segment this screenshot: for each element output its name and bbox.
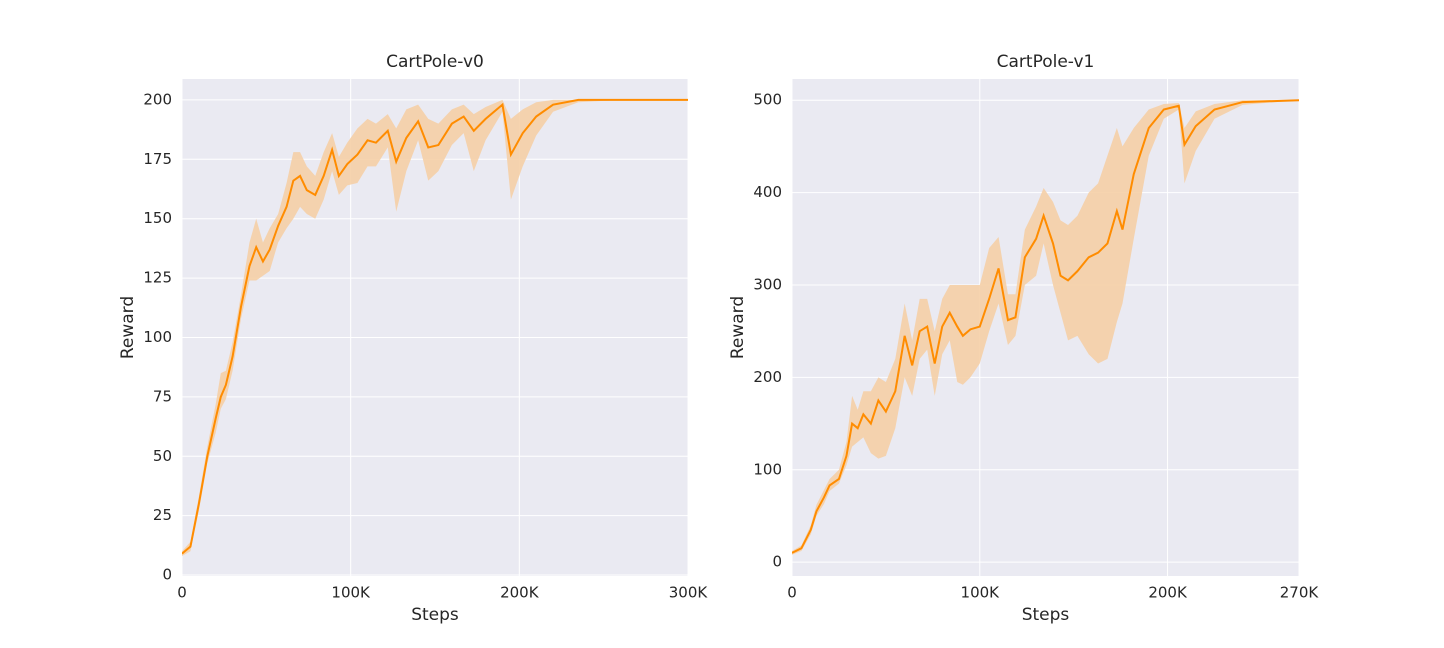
x-axis-label: Steps: [1022, 605, 1070, 625]
chart-title: CartPole-v1: [997, 52, 1095, 72]
y-tick-label: 400: [753, 183, 782, 201]
x-tick-label: 270K: [1280, 584, 1320, 602]
mean-line: [792, 99, 1299, 554]
chart-title: CartPole-v0: [386, 52, 484, 72]
y-tick-label: 175: [143, 150, 172, 168]
confidence-band: [792, 100, 1299, 555]
subplot: 0 100 200 300 400 500 0 100K 200K 270K CartPole-v1…: [728, 52, 1319, 625]
y-tick-label: 200: [753, 368, 782, 386]
confidence-band: [182, 99, 688, 557]
x-tick-label: 200K: [1148, 584, 1188, 602]
plot-area: [792, 79, 1299, 576]
y-tick-label: 25: [153, 506, 172, 524]
mean-line: [182, 98, 688, 555]
x-tick-label: 200K: [500, 584, 540, 602]
y-tick-label: 0: [162, 566, 172, 584]
y-tick-label: 500: [753, 91, 782, 109]
subplot: 0 25 50 75 100 125 150 175 200 0 100K 200K 300K CartP…: [118, 52, 708, 625]
x-tick-label: 0: [787, 584, 797, 602]
x-tick-label: 100K: [961, 584, 1001, 602]
y-tick-label: 125: [143, 269, 172, 287]
x-axis-label: Steps: [411, 605, 459, 625]
y-tick-label: 0: [772, 553, 782, 571]
y-tick-label: 50: [153, 447, 172, 465]
plot-marks: [792, 99, 1299, 555]
y-axis-label: Reward: [118, 296, 138, 359]
y-tick-label: 100: [143, 328, 172, 346]
x-tick-label: 300K: [669, 584, 709, 602]
y-tick-label: 150: [143, 209, 172, 227]
y-tick-label: 100: [753, 460, 782, 478]
y-axis-label: Reward: [728, 296, 748, 359]
x-tick-label: 0: [177, 584, 187, 602]
plot-marks: [182, 98, 688, 557]
x-tick-label: 100K: [331, 584, 371, 602]
y-tick-label: 75: [153, 387, 172, 405]
y-tick-label: 200: [143, 90, 172, 108]
y-tick-label: 300: [753, 276, 782, 294]
